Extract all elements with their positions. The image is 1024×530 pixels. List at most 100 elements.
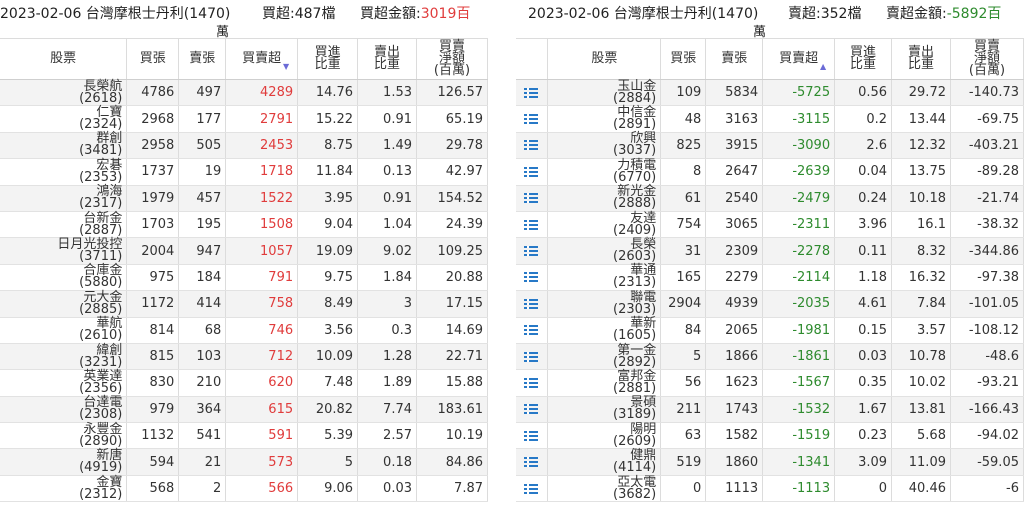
stock-name[interactable]: 日月光投控 (57, 237, 123, 253)
stock-cell[interactable]: 華通 (2313) (547, 263, 662, 292)
row-menu-cell[interactable] (516, 448, 549, 476)
stock-cell[interactable]: 新光金 (2888) (547, 184, 662, 212)
list-icon[interactable] (524, 404, 538, 415)
stock-cell[interactable]: 新唐 (4919) (0, 448, 128, 476)
stock-cell[interactable]: 日月光投控 (3711) (0, 237, 128, 265)
stock-name[interactable]: 緯創 (96, 342, 123, 358)
list-icon[interactable] (524, 219, 538, 230)
col-header-sell-count[interactable]: 賣張 (178, 38, 227, 80)
list-icon[interactable] (524, 430, 538, 441)
stock-name[interactable]: 亞太電 (617, 474, 657, 490)
list-icon[interactable] (524, 246, 538, 257)
col-header-stock[interactable]: 股票 (0, 38, 128, 80)
col-header-net-amount[interactable]: 買賣 淨額 (百萬) (950, 38, 1024, 80)
col-header-sell-ratio[interactable]: 賣出 比重 (357, 38, 417, 80)
list-icon[interactable] (524, 457, 538, 468)
row-menu-cell[interactable] (516, 317, 549, 344)
stock-name[interactable]: 金寶 (96, 474, 123, 490)
list-icon[interactable] (524, 325, 538, 336)
table-row[interactable]: 欣興 (3037) 825 3915 -3090 2.6 12.32 -403.21 (516, 131, 1024, 160)
row-menu-cell[interactable] (516, 185, 549, 212)
table-row[interactable]: 長榮航 (2618) 4786 497 4289 14.76 1.53 126.57 (0, 78, 488, 107)
list-icon[interactable] (524, 377, 538, 388)
table-row[interactable]: 合庫金 (5880) 975 184 791 9.75 1.84 20.88 (0, 263, 488, 292)
stock-name[interactable]: 鴻海 (96, 184, 123, 200)
stock-name[interactable]: 景碩 (630, 395, 657, 411)
row-menu-cell[interactable] (516, 211, 549, 239)
list-icon[interactable] (524, 272, 538, 283)
list-icon[interactable] (524, 87, 538, 98)
stock-name[interactable]: 永豐金 (83, 421, 123, 437)
stock-name[interactable]: 台達電 (83, 395, 123, 411)
stock-cell[interactable]: 金寶 (2312) (0, 474, 128, 503)
stock-cell[interactable]: 華新 (1605) (547, 317, 662, 344)
table-row[interactable]: 華通 (2313) 165 2279 -2114 1.18 16.32 -97.38 (516, 263, 1024, 292)
stock-name[interactable]: 中信金 (617, 105, 657, 121)
stock-name[interactable]: 群創 (96, 131, 123, 147)
stock-cell[interactable]: 台新金 (2887) (0, 210, 128, 239)
table-row[interactable]: 華航 (2610) 814 68 746 3.56 0.3 14.69 (0, 317, 488, 344)
stock-cell[interactable]: 亞太電 (3682) (547, 474, 662, 503)
col-header-buy-count[interactable]: 買張 (660, 38, 707, 80)
stock-name[interactable]: 玉山金 (617, 78, 657, 94)
row-menu-cell[interactable] (516, 237, 549, 265)
stock-cell[interactable]: 華航 (2610) (0, 317, 128, 344)
stock-cell[interactable]: 宏碁 (2353) (0, 157, 128, 186)
stock-name[interactable]: 宏碁 (96, 157, 123, 173)
stock-name[interactable]: 聯電 (630, 289, 657, 305)
stock-cell[interactable]: 力積電 (6770) (547, 158, 662, 186)
stock-cell[interactable]: 合庫金 (5880) (0, 263, 128, 292)
stock-cell[interactable]: 群創 (3481) (0, 131, 128, 160)
col-header-buy-ratio[interactable]: 買進 比重 (834, 38, 893, 80)
row-menu-cell[interactable] (516, 264, 549, 292)
stock-cell[interactable]: 英業達 (2356) (0, 368, 128, 397)
list-icon[interactable] (524, 483, 538, 494)
stock-cell[interactable]: 長榮航 (2618) (0, 78, 128, 107)
stock-name[interactable]: 仁寶 (96, 105, 123, 121)
table-row[interactable]: 聯電 (2303) 2904 4939 -2035 4.61 7.84 -101.05 (516, 289, 1024, 318)
list-icon[interactable] (524, 298, 538, 309)
table-row[interactable]: 第一金 (2892) 5 1866 -1861 0.03 10.78 -48.6 (516, 342, 1024, 371)
stock-cell[interactable]: 永豐金 (2890) (0, 421, 128, 450)
table-row[interactable]: 宏碁 (2353) 1737 19 1718 11.84 0.13 42.97 (0, 157, 488, 186)
table-row[interactable]: 健鼎 (4114) 519 1860 -1341 3.09 11.09 -59.05 (516, 448, 1024, 476)
table-row[interactable]: 金寶 (2312) 568 2 566 9.06 0.03 7.87 (0, 474, 488, 503)
table-row[interactable]: 台達電 (2308) 979 364 615 20.82 7.74 183.61 (0, 395, 488, 424)
stock-cell[interactable]: 仁寶 (2324) (0, 105, 128, 133)
stock-name[interactable]: 合庫金 (83, 263, 123, 279)
stock-name[interactable]: 第一金 (617, 342, 657, 358)
table-row[interactable]: 華新 (1605) 84 2065 -1981 0.15 3.57 -108.12 (516, 317, 1024, 344)
table-row[interactable]: 中信金 (2891) 48 3163 -3115 0.2 13.44 -69.75 (516, 105, 1024, 133)
list-icon[interactable] (524, 351, 538, 362)
table-row[interactable]: 台新金 (2887) 1703 195 1508 9.04 1.04 24.39 (0, 210, 488, 239)
col-header-buy-count[interactable]: 買張 (126, 38, 180, 80)
col-header-icon[interactable] (516, 38, 549, 80)
table-row[interactable]: 景碩 (3189) 211 1743 -1532 1.67 13.81 -166.43 (516, 395, 1024, 424)
row-menu-cell[interactable] (516, 422, 549, 450)
stock-name[interactable]: 台新金 (83, 210, 123, 226)
table-row[interactable]: 元大金 (2885) 1172 414 758 8.49 3 17.15 (0, 290, 488, 318)
stock-cell[interactable]: 陽明 (2609) (547, 422, 662, 450)
stock-cell[interactable]: 健鼎 (4114) (547, 448, 662, 476)
stock-name[interactable]: 長榮航 (83, 78, 123, 94)
stock-cell[interactable]: 友達 (2409) (547, 211, 662, 239)
stock-cell[interactable]: 第一金 (2892) (547, 342, 662, 371)
table-row[interactable]: 新唐 (4919) 594 21 573 5 0.18 84.86 (0, 448, 488, 476)
stock-name[interactable]: 欣興 (630, 131, 657, 147)
table-row[interactable]: 鴻海 (2317) 1979 457 1522 3.95 0.91 154.52 (0, 184, 488, 212)
stock-name[interactable]: 華通 (630, 263, 657, 279)
list-icon[interactable] (524, 193, 538, 204)
stock-cell[interactable]: 元大金 (2885) (0, 290, 128, 318)
row-menu-cell[interactable] (516, 369, 549, 397)
col-header-net-count[interactable]: 買賣超 ▼ (225, 38, 299, 80)
row-menu-cell[interactable] (516, 132, 549, 160)
sort-arrow-icon[interactable]: ▼ (282, 62, 290, 71)
stock-cell[interactable]: 鴻海 (2317) (0, 184, 128, 212)
table-row[interactable]: 日月光投控 (3711) 2004 947 1057 19.09 9.02 109.25 (0, 237, 488, 265)
stock-name[interactable]: 新光金 (617, 184, 657, 200)
row-menu-cell[interactable] (516, 158, 549, 186)
stock-name[interactable]: 英業達 (83, 368, 123, 384)
stock-cell[interactable]: 景碩 (3189) (547, 395, 662, 424)
table-row[interactable]: 陽明 (2609) 63 1582 -1519 0.23 5.68 -94.02 (516, 422, 1024, 450)
table-row[interactable]: 友達 (2409) 754 3065 -2311 3.96 16.1 -38.32 (516, 211, 1024, 239)
